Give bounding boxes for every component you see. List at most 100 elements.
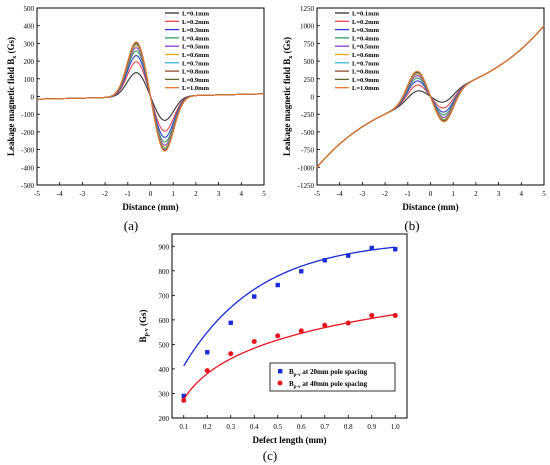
x-axis-label: Distance (mm) xyxy=(402,202,458,212)
data-point xyxy=(204,368,210,374)
fit-line xyxy=(183,313,396,400)
panel-label: (a) xyxy=(124,218,138,233)
legend-label: L=0.4mm xyxy=(352,35,380,42)
legend-label-sub: p-v xyxy=(294,385,301,390)
y-axis-label-main: Leakage magnetic field B xyxy=(6,59,16,156)
y-tick-label: 250 xyxy=(304,76,315,84)
y-tick-label: 300 xyxy=(159,390,170,398)
y-tick-label: -1250 xyxy=(298,182,315,190)
chart-panel-c: 0.1 0.2 0.3 0.4 0.5 0.6 0.7 0.8 0.9 1.0 200 300 400 5… xyxy=(138,233,408,463)
legend-label: L=0.9mm xyxy=(352,77,380,84)
x-tick-label: 3 xyxy=(497,190,501,198)
y-axis-label-unit: (Gs) xyxy=(282,37,292,56)
y-tick-label: -500 xyxy=(21,182,34,190)
x-tick-label: 0 xyxy=(429,190,433,198)
data-point xyxy=(346,253,351,258)
data-point xyxy=(298,328,304,334)
y-axis-label: Leakage magnetic field Bx (Gs) xyxy=(6,37,18,156)
y-tick-label: 900 xyxy=(159,243,170,251)
legend-label-rest: at 20mm pole spacing xyxy=(301,368,368,376)
y-tick-label: -500 xyxy=(301,129,314,137)
y-tick-label: 0 xyxy=(31,94,35,102)
y-tick-label: -300 xyxy=(21,147,34,155)
y-axis-label-sub: p-v xyxy=(144,328,150,336)
y-tick-label: 500 xyxy=(304,58,315,66)
y-axis-label-main: Leakage magnetic field B xyxy=(282,59,292,156)
legend-label: L=0.3mm xyxy=(352,27,380,34)
legend-label-main: B xyxy=(289,380,294,388)
y-tick-label: 700 xyxy=(159,292,170,300)
data-point xyxy=(181,393,186,399)
x-tick-label: 0.4 xyxy=(250,423,259,431)
data-point xyxy=(393,247,398,252)
legend-label: L=0.7mm xyxy=(352,60,380,67)
legend-label: L=0.7mm xyxy=(182,60,210,67)
y-axis-label-unit: (Gs) xyxy=(6,37,16,56)
legend-label-rest: at 40mm pole spacing xyxy=(301,380,368,388)
panel-label: (c) xyxy=(263,448,277,463)
x-tick-label: -3 xyxy=(79,190,85,198)
x-tick-label: 0.9 xyxy=(367,423,376,431)
y-tick-label: 200 xyxy=(159,415,170,423)
y-axis-label-unit: (Gs) xyxy=(138,309,148,328)
data-point xyxy=(392,312,398,318)
data-point xyxy=(252,294,257,299)
legend-label: Bp-v at 20mm pole spacing xyxy=(289,368,368,378)
x-tick-label: -4 xyxy=(57,190,63,198)
y-tick-label: -750 xyxy=(301,147,314,155)
x-tick-label: 2 xyxy=(474,190,478,198)
x-tick-label: 1.0 xyxy=(391,423,400,431)
y-tick-label: 500 xyxy=(159,341,170,349)
data-point xyxy=(275,282,280,288)
data-point xyxy=(322,258,327,263)
data-point xyxy=(251,338,257,344)
x-tick-label: 0.7 xyxy=(320,423,329,431)
fit-line xyxy=(183,246,396,367)
legend-label: L=0.4mm xyxy=(182,35,210,42)
y-tick-label: 0 xyxy=(311,94,315,102)
y-tick-label: -1000 xyxy=(298,164,315,172)
x-tick-label: 0 xyxy=(149,190,153,198)
legend: Bp-v at 20mm pole spacing Bp-v at 40mm po… xyxy=(269,362,396,392)
y-tick-label: 750 xyxy=(304,40,315,48)
series-line xyxy=(316,25,545,168)
data-point xyxy=(181,397,187,403)
y-tick-label: -100 xyxy=(21,111,34,119)
y-axis-label: Leakage magnetic field Bx (Gs) xyxy=(282,37,294,156)
data-point xyxy=(205,350,210,355)
legend-label: L=1.0mm xyxy=(352,85,380,92)
legend-label: L=0.9mm xyxy=(182,77,210,84)
x-tick-label: -2 xyxy=(382,190,388,198)
legend-label: L=0.3mm xyxy=(182,27,210,34)
legend-box xyxy=(269,362,396,392)
x-tick-label: 0.3 xyxy=(226,423,235,431)
y-axis-label-main: B xyxy=(138,337,148,343)
x-tick-label: 5 xyxy=(542,190,546,198)
data-point xyxy=(275,333,281,339)
y-tick-label: 200 xyxy=(24,58,35,66)
x-tick-label: 1 xyxy=(171,190,175,198)
x-tick-label: 0.1 xyxy=(179,423,188,431)
x-tick-label: 0.5 xyxy=(273,423,282,431)
y-tick-label: -250 xyxy=(301,111,314,119)
x-tick-label: 2 xyxy=(194,190,198,198)
data-point xyxy=(228,351,234,357)
y-axis-label-sub: x xyxy=(12,56,18,59)
legend-label: L=0.2mm xyxy=(182,19,210,26)
x-tick-label: 4 xyxy=(240,190,244,198)
legend-label: L=0.8mm xyxy=(352,69,380,76)
panel-label: (b) xyxy=(404,218,419,233)
data-point xyxy=(322,322,328,328)
data-point xyxy=(369,245,374,251)
x-tick-label: 4 xyxy=(520,190,524,198)
x-tick-label: -2 xyxy=(102,190,108,198)
legend-label: L=0.8mm xyxy=(182,69,210,76)
x-axis-label: Distance (mm) xyxy=(122,202,178,212)
x-tick-label: 5 xyxy=(262,190,266,198)
y-tick-label: -200 xyxy=(21,129,34,137)
y-tick-label: 1000 xyxy=(300,23,315,31)
legend-marker xyxy=(277,380,283,386)
y-axis-label: Bp-v (Gs) xyxy=(138,309,150,342)
